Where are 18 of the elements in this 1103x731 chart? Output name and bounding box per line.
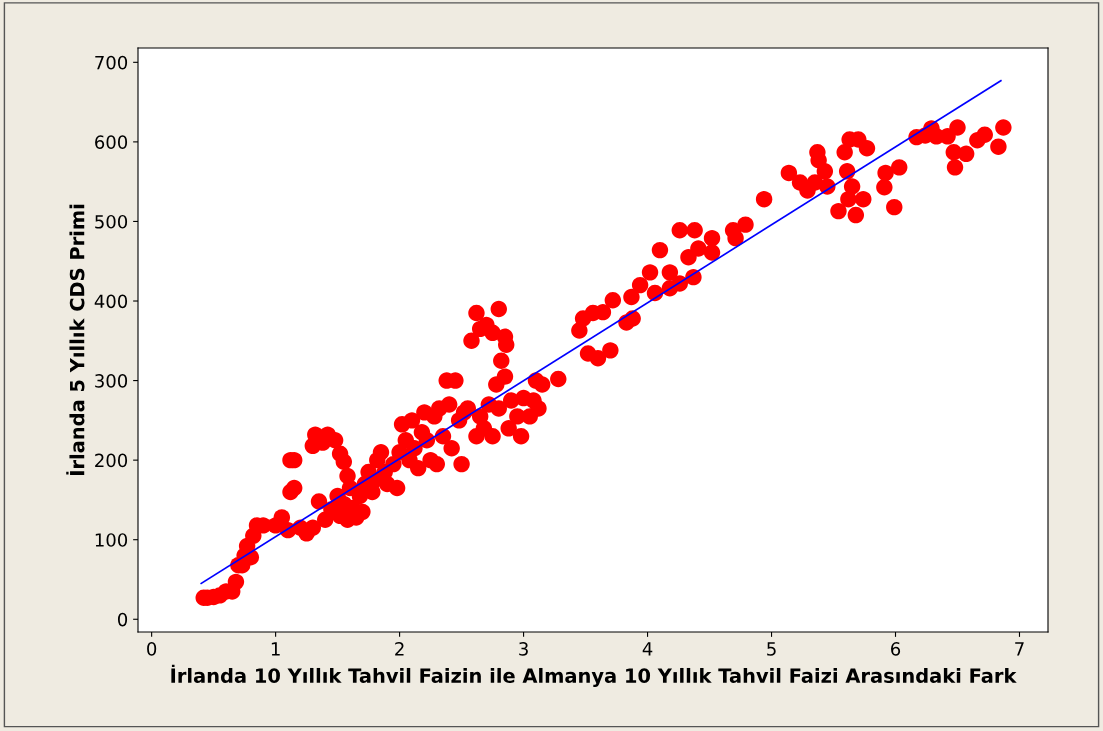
y-axis-title: İrlanda 5 Yıllık CDS Primi [66,204,85,476]
y-tick-label: 600 [95,135,128,149]
y-tick-label: 300 [95,374,128,388]
y-tick-label: 0 [117,612,128,627]
y-tick-label: 700 [95,55,128,70]
x-axis-title: İrlanda 10 Yıllık Tahvil Faizin ile Almanya 10 Yıllık Tahvil Faizi Arasındaki Fark [171,664,1017,687]
y-tick-label: 100 [95,533,128,547]
x-tick-label: 1 [271,642,280,656]
x-tick-label: 3 [519,642,528,656]
y-tick-label: 200 [95,453,128,468]
x-tick-label: 4 [642,642,653,656]
y-tick-label: 400 [94,294,128,309]
x-tick-label: 0 [147,642,157,656]
x-tick-label: 6 [891,642,901,656]
x-tick-label: 5 [767,642,776,656]
x-tick-label: 2 [395,642,404,656]
x-tick-label: 7 [1015,642,1024,656]
y-tick-label: 500 [95,214,128,229]
